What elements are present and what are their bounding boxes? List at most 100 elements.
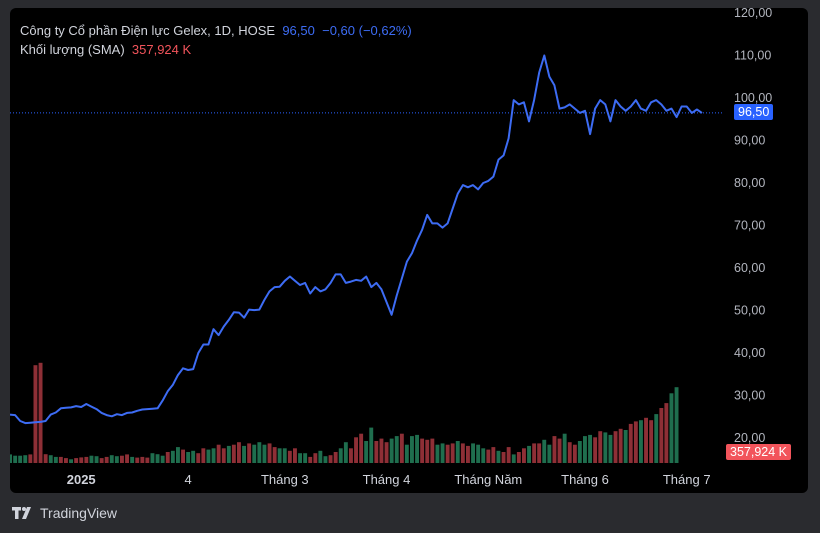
volume-bar bbox=[649, 420, 654, 463]
volume-bar bbox=[598, 431, 603, 463]
volume-bar bbox=[577, 441, 582, 463]
volume-bar bbox=[10, 454, 12, 463]
x-tick-label: 2025 bbox=[67, 472, 96, 487]
volume-bar bbox=[165, 452, 170, 463]
volume-bar bbox=[537, 443, 542, 463]
volume-bar bbox=[257, 442, 262, 463]
volume-bar bbox=[506, 447, 511, 463]
volume-bar bbox=[481, 448, 486, 463]
volume-bar bbox=[140, 456, 145, 463]
volume-bar bbox=[562, 433, 567, 463]
volume-bar bbox=[104, 456, 109, 463]
volume-bar bbox=[583, 436, 587, 463]
volume-bar bbox=[323, 456, 328, 463]
volume-bar bbox=[18, 455, 23, 463]
volume-bar bbox=[369, 427, 374, 463]
volume-bar bbox=[613, 431, 618, 463]
volume-bar bbox=[359, 433, 364, 463]
volume-bar bbox=[394, 436, 399, 463]
volume-bar bbox=[511, 454, 516, 463]
volume-bar bbox=[532, 443, 537, 463]
volume-bar bbox=[384, 442, 389, 463]
volume-bar bbox=[404, 444, 409, 463]
last-price: 96,50 bbox=[282, 23, 315, 38]
volume-bar bbox=[552, 436, 557, 463]
x-tick-label: Tháng 7 bbox=[663, 472, 711, 487]
volume-bar bbox=[308, 456, 313, 463]
chart-legend-volume: Khối lượng (SMA) 357,924 K bbox=[20, 42, 191, 57]
volume-bar bbox=[593, 437, 598, 463]
volume-bar bbox=[303, 453, 308, 463]
last-volume-tag: 357,924 K bbox=[726, 444, 791, 460]
volume-bar bbox=[644, 417, 648, 463]
volume-bar bbox=[516, 452, 521, 463]
volume-bar bbox=[608, 434, 613, 463]
y-tick-label: 80,00 bbox=[734, 176, 765, 190]
volume-bar bbox=[440, 443, 445, 463]
volume-bar bbox=[415, 434, 419, 463]
volume-bar bbox=[53, 456, 58, 463]
volume-bar bbox=[491, 447, 496, 463]
y-tick-label: 110,00 bbox=[734, 49, 771, 63]
volume-bar bbox=[38, 362, 43, 463]
price-volume-chart[interactable]: 20,00 30,00 40,00 50,00 60,00 70,00 80,00 90,00… bbox=[10, 8, 808, 493]
volume-bar bbox=[89, 455, 94, 463]
volume-bar bbox=[450, 443, 455, 463]
volume-bar bbox=[354, 437, 358, 463]
volume-bar bbox=[654, 414, 659, 463]
last-price-tag: 96,50 bbox=[734, 104, 774, 120]
volume-bar bbox=[226, 445, 231, 463]
volume-bar bbox=[618, 428, 623, 463]
volume-bar bbox=[435, 444, 440, 463]
volume-bar bbox=[33, 365, 38, 463]
volume-bar bbox=[445, 444, 450, 463]
volume-bar bbox=[527, 445, 531, 463]
volume-bar bbox=[364, 441, 369, 463]
volume-bar bbox=[410, 436, 414, 463]
volume-bar bbox=[48, 455, 53, 463]
volume-bar bbox=[425, 439, 430, 463]
volume-bar bbox=[374, 441, 379, 463]
volume-bar bbox=[267, 443, 272, 463]
x-tick-label: Tháng 4 bbox=[363, 472, 411, 487]
volume-bar bbox=[170, 450, 175, 463]
volume-bar bbox=[277, 448, 282, 463]
volume-bar bbox=[588, 434, 592, 463]
y-tick-label: 90,00 bbox=[734, 134, 765, 148]
volume-bar bbox=[43, 454, 48, 463]
tradingview-logo-icon bbox=[12, 507, 31, 519]
y-tick-label: 50,00 bbox=[734, 304, 765, 318]
volume-bar bbox=[247, 443, 252, 463]
volume-bar bbox=[221, 448, 226, 463]
volume-bar bbox=[186, 452, 191, 463]
volume-bar bbox=[420, 438, 425, 463]
volume-bar bbox=[659, 408, 664, 463]
volume-bar bbox=[252, 444, 257, 463]
x-tick-label: Tháng 6 bbox=[561, 472, 609, 487]
volume-bar bbox=[130, 456, 135, 463]
brand-name: TradingView bbox=[40, 505, 118, 521]
volume-bar bbox=[399, 433, 404, 463]
volume-bar bbox=[94, 456, 99, 463]
volume-bar bbox=[628, 423, 633, 463]
volume-bar bbox=[476, 444, 481, 463]
volume-bar bbox=[379, 438, 384, 463]
y-tick-label: 60,00 bbox=[734, 261, 765, 275]
volume-value: 357,924 K bbox=[131, 42, 192, 57]
x-tick-label: Tháng 3 bbox=[261, 472, 309, 487]
volume-bar bbox=[13, 455, 18, 463]
y-tick-label: 40,00 bbox=[734, 346, 765, 360]
volume-bar bbox=[333, 452, 338, 463]
volume-bar bbox=[567, 442, 572, 463]
volume-bar bbox=[522, 448, 526, 463]
price-series-line bbox=[10, 54, 703, 425]
volume-bar bbox=[282, 448, 287, 463]
volume-bar bbox=[547, 444, 552, 463]
volume-bar bbox=[109, 455, 114, 463]
volume-bar bbox=[639, 420, 643, 463]
price-change: −0,60 (−0,62%) bbox=[322, 23, 412, 38]
volume-bar bbox=[471, 443, 475, 463]
footer-brand[interactable]: TradingView bbox=[12, 505, 117, 521]
x-tick-label: Tháng Năm bbox=[454, 472, 522, 487]
volume-bar bbox=[501, 452, 506, 463]
